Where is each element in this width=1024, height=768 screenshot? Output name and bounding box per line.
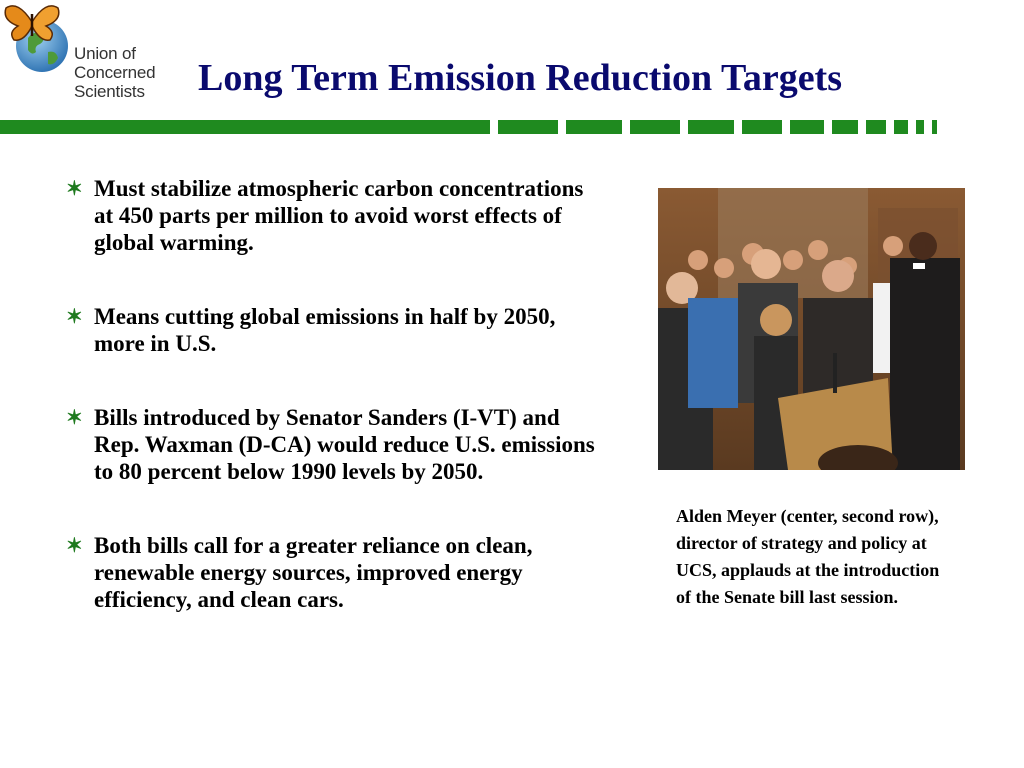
bullet-item: ✶ Must stabilize atmospheric carbon conc… <box>66 175 606 256</box>
ucs-logo: Union of Concerned Scientists <box>0 0 180 112</box>
bullet-list: ✶ Must stabilize atmospheric carbon conc… <box>66 175 606 613</box>
star-bullet-icon: ✶ <box>66 535 83 557</box>
globe-icon <box>16 20 68 72</box>
logo-wordmark: Union of Concerned Scientists <box>74 44 156 101</box>
photo-caption: Alden Meyer (center, second row), direct… <box>676 506 940 607</box>
bullet-text: Bills introduced by Senator Sanders (I-V… <box>94 405 595 484</box>
bullet-item: ✶ Bills introduced by Senator Sanders (I… <box>66 404 606 485</box>
bullet-item: ✶ Means cutting global emissions in half… <box>66 303 606 357</box>
bullet-text: Means cutting global emissions in half b… <box>94 304 556 356</box>
logo-line: Scientists <box>74 82 145 101</box>
bullet-text: Must stabilize atmospheric carbon concen… <box>94 176 584 255</box>
star-bullet-icon: ✶ <box>66 306 83 328</box>
slide-title: Long Term Emission Reduction Targets <box>198 57 842 99</box>
bullet-text: Both bills call for a greater reliance o… <box>94 533 533 612</box>
header-divider <box>0 120 940 134</box>
butterfly-icon <box>4 5 60 41</box>
bullet-item: ✶ Both bills call for a greater reliance… <box>66 532 606 613</box>
star-bullet-icon: ✶ <box>66 407 83 429</box>
star-bullet-icon: ✶ <box>66 178 83 200</box>
logo-line: Concerned <box>74 63 156 82</box>
logo-line: Union of <box>74 44 136 63</box>
event-photo <box>658 188 965 470</box>
